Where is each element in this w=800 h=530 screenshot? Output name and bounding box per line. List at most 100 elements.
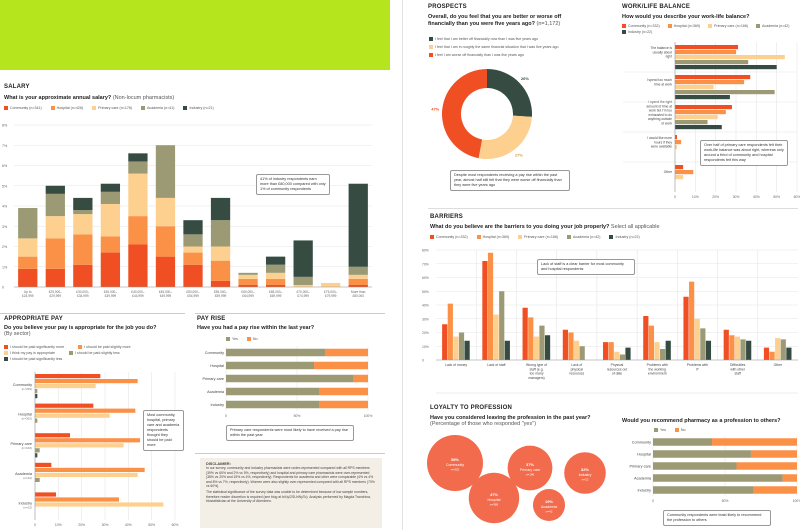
bar-segment-community bbox=[128, 244, 148, 287]
bar-0-1 bbox=[675, 50, 736, 55]
y-tick-label: 30% bbox=[422, 317, 429, 321]
legend-swatch bbox=[476, 235, 481, 239]
bar-3-3 bbox=[579, 346, 585, 360]
x-tick-label: 50% bbox=[294, 414, 301, 418]
bar-no bbox=[319, 400, 368, 409]
y-tick-label: 10% bbox=[422, 345, 429, 349]
slice-label: 26% bbox=[521, 76, 529, 81]
bar-segment-community bbox=[210, 280, 231, 287]
bar-segment-community bbox=[155, 256, 176, 287]
legend-item: Hospital (n=426) bbox=[50, 106, 83, 110]
appropriate-pay-divider bbox=[0, 313, 185, 314]
bar-0-4 bbox=[35, 394, 38, 399]
bar-no bbox=[319, 387, 368, 396]
bar-segment-hospital bbox=[18, 256, 38, 269]
x-tick-label: £50,000– bbox=[186, 290, 200, 294]
disclaimer-box: DISCLAIMER: In our survey, community and… bbox=[200, 458, 382, 528]
bar-segment-primary-care bbox=[100, 203, 121, 237]
y-tick-label: 70% bbox=[422, 262, 429, 266]
y-tick-label: 0 bbox=[422, 359, 424, 363]
barriers-note: Lack of staff is a clear barrier for mos… bbox=[537, 259, 635, 275]
bar-segment-primary-care bbox=[321, 282, 341, 287]
bar-1-1 bbox=[675, 80, 745, 85]
bar-segment-hospital bbox=[45, 238, 65, 269]
bar-6-3 bbox=[700, 328, 706, 360]
bar-3-0 bbox=[562, 329, 568, 360]
legend-item: I should be paid significantly less bbox=[4, 357, 62, 361]
x-tick-label: £35,000– bbox=[104, 290, 118, 294]
category-label: Primary care bbox=[10, 442, 32, 446]
bar-2-3 bbox=[675, 120, 708, 125]
bar-6-0 bbox=[683, 296, 689, 360]
bar-2-3 bbox=[35, 448, 40, 453]
legend-label: Community (n=341) bbox=[10, 106, 42, 110]
legend-item: Academia (n=41) bbox=[141, 106, 174, 110]
bar-segment-hospital bbox=[128, 216, 148, 245]
legend-label: I feel I am worse off financially than I… bbox=[435, 53, 524, 57]
legend-label: I think my pay is appropriate bbox=[10, 351, 55, 355]
bar-segment-industry bbox=[128, 153, 148, 162]
bar-2-1 bbox=[675, 110, 726, 115]
x-tick-label: 0 bbox=[225, 414, 227, 418]
legend-swatch bbox=[609, 235, 614, 239]
category-label: hours if they bbox=[654, 140, 672, 144]
disclaimer-paragraph-2: The statistical significance of the surv… bbox=[206, 490, 371, 504]
x-tick-label: 100% bbox=[793, 499, 800, 503]
category-label: Hospital bbox=[18, 413, 32, 417]
legend-item: Yes bbox=[654, 428, 666, 432]
slice-label: 47% bbox=[431, 107, 439, 112]
x-tick-label: £60,000– bbox=[241, 290, 255, 294]
bar-segment-industry bbox=[183, 220, 203, 235]
bar-4-0 bbox=[675, 165, 684, 170]
category-label: usually about bbox=[653, 50, 673, 54]
bar-segment-primary-care bbox=[210, 246, 231, 261]
bar-no bbox=[782, 474, 797, 482]
x-tick-label: Up to bbox=[24, 290, 32, 294]
bubble-sample: n=369 bbox=[490, 503, 499, 507]
legend-swatch bbox=[183, 106, 188, 110]
bar-1-2 bbox=[493, 314, 499, 360]
bar-yes bbox=[226, 387, 320, 396]
bar-no bbox=[712, 438, 797, 446]
bar-segment-industry bbox=[210, 197, 231, 221]
appropriate-pay-question-text: Do you believe your pay is appropriate f… bbox=[4, 325, 157, 331]
x-tick-label: £65,000– bbox=[269, 290, 283, 294]
bar-segment-academia bbox=[183, 234, 203, 247]
legend-item: Community (n=332) bbox=[622, 24, 660, 28]
bar-7-2 bbox=[734, 336, 741, 360]
barriers-legend: Community (n=332) Hospital (n=369) Primary… bbox=[430, 235, 790, 239]
x-tick-label: 50% bbox=[148, 523, 155, 527]
barriers-question-sub: Select all applicable bbox=[610, 224, 660, 230]
x-tick-label: £70,000– bbox=[297, 290, 311, 294]
legend-swatch bbox=[429, 45, 433, 49]
bar-segment-primary-care bbox=[155, 197, 176, 227]
bar-2-2 bbox=[533, 336, 539, 360]
legend-label: Industry (n=22) bbox=[628, 30, 653, 34]
category-label: Industry bbox=[210, 403, 224, 407]
legend-label: I feel that I am in roughly the same fin… bbox=[435, 45, 559, 49]
bar-0-2 bbox=[675, 55, 785, 60]
work-life-legend: Community (n=332) Hospital (n=369) Primary… bbox=[622, 24, 792, 34]
disclaimer-title: DISCLAIMER: bbox=[206, 462, 231, 466]
legend-item: I should be paid slightly more bbox=[78, 345, 131, 349]
prospects-question-text: Overall, do you feel that you are better… bbox=[428, 14, 562, 27]
category-sample: (n=42) bbox=[23, 476, 32, 480]
donut-slice-worse-off bbox=[442, 69, 487, 159]
category-label: Community bbox=[205, 351, 224, 355]
pay-rise-divider bbox=[195, 313, 385, 314]
legend-label: I should be paid slightly less bbox=[74, 351, 120, 355]
x-tick-label: £74,999 bbox=[297, 294, 309, 298]
legend-label: Primary care (n=176) bbox=[98, 106, 133, 110]
bar-yes bbox=[653, 450, 751, 458]
bar-segment-hospital bbox=[100, 236, 121, 253]
bar-segment-community bbox=[100, 252, 121, 287]
legend-item: Academia (n=42) bbox=[567, 235, 600, 239]
x-tick-label: £49,999 bbox=[160, 294, 172, 298]
bar-segment-primary-care bbox=[128, 173, 148, 217]
x-tick-label: Problems with bbox=[687, 363, 708, 367]
salary-chart: 0 1% 2% 3% 4% 5% 6% 7% 8% Up to£24,999 £25,000–£29… bbox=[2, 124, 372, 298]
x-tick-label: 0 bbox=[34, 523, 36, 527]
bubble-value: 47% bbox=[490, 492, 498, 497]
bar-7-1 bbox=[729, 335, 735, 360]
category-sample: (n=166) bbox=[22, 446, 32, 450]
